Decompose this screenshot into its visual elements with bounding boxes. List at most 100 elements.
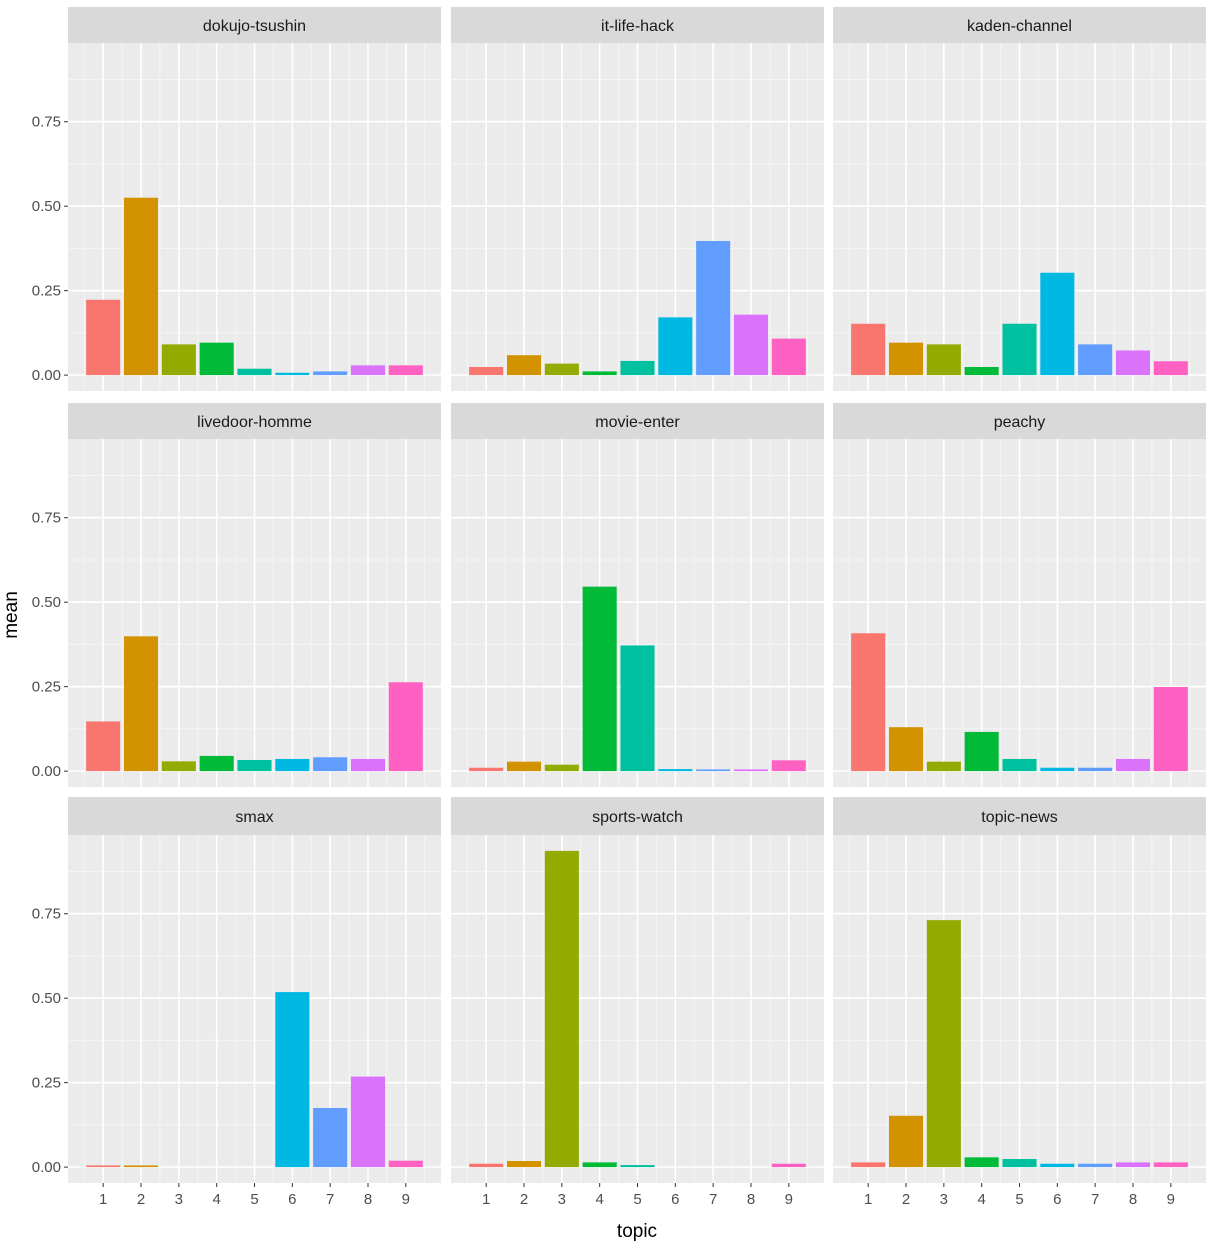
bar-topic-1 [86,1165,121,1168]
bar-topic-5 [1002,1159,1037,1168]
facet-strip-label: it-life-hack [601,18,675,35]
bar-topic-2 [123,1165,159,1168]
bar-topic-1 [469,367,504,376]
bar-topic-9 [388,682,423,772]
x-tick-label: 1 [864,1191,872,1208]
bar-topic-9 [1153,361,1188,376]
y-tick-label: 0.75 [32,906,61,923]
bar-topic-3 [544,363,579,376]
y-tick-label: 0.75 [32,510,61,527]
x-tick-label: 6 [671,1191,679,1208]
x-tick-label: 3 [558,1191,566,1208]
bar-topic-5 [620,1165,655,1168]
facet-panel: livedoor-homme 0.00 0.25 0.50 0.75 [32,403,441,787]
facet-strip [833,403,1206,439]
bar-topic-2 [123,636,159,772]
bar-topic-7 [313,371,348,376]
facet-strip-label: livedoor-homme [197,414,312,431]
bar-topic-8 [1115,350,1151,376]
bar-topic-5 [237,759,272,772]
bar-topic-8 [350,758,386,772]
bar-topic-2 [888,727,924,772]
bar-topic-3 [544,764,579,772]
bar-topic-1 [851,633,886,772]
bar-topic-7 [1078,767,1113,772]
facet-panel: sports-watch 1 2 3 4 5 6 7 8 9 [451,797,824,1208]
facet-panel: smax 0.00 0.25 0.50 0.75 1 2 3 4 5 6 7 8 9 [32,797,441,1208]
y-tick-label: 0.50 [32,198,61,215]
y-tick-label: 0.75 [32,114,61,131]
x-tick-label: 2 [520,1191,528,1208]
bar-topic-9 [388,1160,423,1168]
bar-topic-9 [1153,686,1188,772]
facet-strip [451,403,824,439]
bar-topic-7 [1078,344,1113,376]
y-tick-label: 0.25 [32,1075,61,1092]
bar-topic-1 [86,721,121,772]
x-tick-label: 8 [747,1191,755,1208]
facet-strip [833,797,1206,835]
facet-strip-label: movie-enter [595,414,680,431]
facet-strip [451,7,824,43]
x-tick-label: 7 [326,1191,334,1208]
bar-topic-9 [771,760,806,772]
facet-panel: peachy [833,403,1206,787]
facet-strip-label: kaden-channel [967,18,1072,35]
bar-topic-7 [313,757,348,772]
bar-topic-2 [506,761,542,772]
x-tick-label: 1 [482,1191,490,1208]
panels: dokujo-tsushin 0.00 0.25 0.50 0.75 it-life-ha… [32,7,1206,1208]
bar-topic-5 [1002,758,1037,772]
bar-topic-4 [582,586,617,772]
facet-strip-label: peachy [994,414,1046,431]
bar-topic-4 [964,731,999,772]
bar-topic-1 [851,1162,886,1168]
bar-topic-6 [275,758,310,772]
facet-strip [451,797,824,835]
bar-topic-8 [1115,758,1151,772]
bar-topic-3 [926,920,961,1168]
facet-panel: dokujo-tsushin 0.00 0.25 0.50 0.75 [32,7,441,391]
bar-topic-7 [313,1107,348,1168]
bar-topic-6 [1040,1163,1075,1168]
y-tick-label: 0.50 [32,990,61,1007]
x-tick-label: 8 [364,1191,372,1208]
y-tick-label: 0.25 [32,679,61,696]
x-tick-label: 5 [1015,1191,1023,1208]
facet-strip-label: sports-watch [592,809,683,826]
bar-topic-9 [388,365,423,376]
x-tick-label: 3 [175,1191,183,1208]
bar-topic-8 [733,314,769,376]
x-tick-label: 5 [250,1191,258,1208]
bar-topic-7 [696,769,731,772]
bar-topic-1 [86,299,121,376]
x-tick-label: 4 [595,1191,603,1208]
x-tick-label: 2 [137,1191,145,1208]
bar-topic-2 [888,342,924,376]
bar-topic-9 [771,338,806,376]
bar-topic-1 [469,1163,504,1168]
x-tick-label: 9 [1167,1191,1175,1208]
bar-topic-9 [771,1163,806,1168]
facet-strip-label: smax [235,809,273,826]
bar-topic-8 [733,769,769,772]
x-tick-label: 4 [977,1191,985,1208]
y-tick-label: 0.00 [32,367,61,384]
bar-topic-5 [620,645,655,772]
facet-strip [68,403,441,439]
facet-panel: topic-news 1 2 3 4 5 6 7 8 9 [833,797,1206,1208]
bar-topic-4 [582,371,617,376]
bar-topic-8 [350,1076,386,1168]
x-tick-label: 9 [402,1191,410,1208]
facet-strip [833,7,1206,43]
bar-topic-6 [275,372,310,376]
facet-strip-label: dokujo-tsushin [203,18,306,35]
bar-topic-4 [964,1157,999,1168]
bar-topic-6 [658,317,693,376]
x-tick-label: 6 [288,1191,296,1208]
x-tick-label: 2 [902,1191,910,1208]
y-tick-label: 0.00 [32,1159,61,1176]
bar-topic-6 [1040,767,1075,772]
y-axis-title: mean [1,591,22,639]
bar-topic-3 [926,761,961,772]
